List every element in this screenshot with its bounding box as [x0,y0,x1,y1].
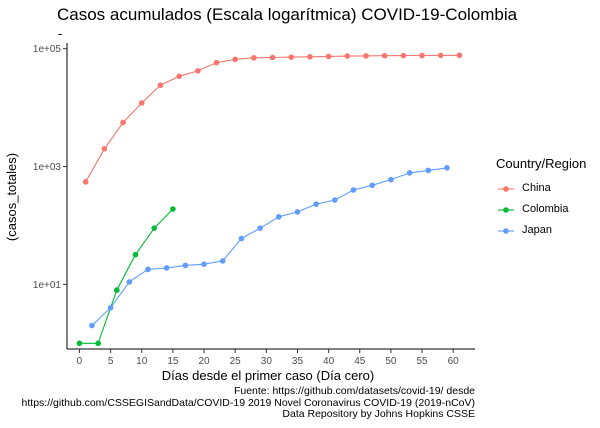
data-point-china [269,54,276,61]
caption-line-2: https://github.com/CSSEGISandData/COVID-… [21,396,475,409]
x-tick-label: 45 [354,356,366,367]
data-point-china [120,119,126,126]
data-point-japan [182,262,189,269]
x-tick-label: 40 [323,356,335,367]
data-point-japan [238,235,245,242]
data-point-japan [332,197,338,203]
data-point-japan [313,201,319,207]
data-point-japan [294,209,301,215]
x-tick-label: 10 [136,356,148,367]
data-point-china [456,52,463,59]
data-point-china [437,52,444,59]
series-line-japan [91,167,448,326]
data-point-colombia [95,340,101,347]
chart-title: Casos acumulados (Escala logarítmica) CO… [57,5,518,24]
caption-line-3: Data Repository by Johns Hopkins CSSE [282,408,475,420]
x-tick-label: 55 [416,356,428,367]
data-point-japan [201,261,207,268]
data-point-japan [406,170,413,176]
x-tick-label: 20 [198,356,210,367]
series-colombia [76,206,176,347]
data-point-china [400,52,407,59]
data-point-japan [350,187,357,193]
data-point-china [344,53,351,59]
data-point-china [176,73,182,80]
data-point-japan [388,176,394,183]
data-point-china [101,146,108,152]
data-point-china [363,53,369,59]
chart-subtitle: - [58,26,63,41]
x-tick-label: 15 [167,356,179,367]
data-point-japan [107,305,114,311]
source-caption: Fuente: https://github.com/datasets/covi… [21,385,475,421]
data-point-china [157,82,164,89]
x-tick-label: 5 [108,356,114,367]
data-point-colombia [132,251,139,258]
data-point-japan [275,214,282,220]
data-point-china [138,100,145,106]
legend-key-colombia [498,207,514,213]
x-axis-label: Días desde el primer caso (Día cero) [162,368,374,383]
data-point-japan [425,167,432,174]
data-point-colombia [170,206,176,212]
data-point-colombia [151,225,158,231]
data-point-japan [219,258,226,264]
data-point-china [195,68,201,74]
x-tick-label: 0 [77,356,83,367]
legend-item-china: China [496,179,586,200]
legend-key-japan [498,228,514,234]
data-point-japan [163,265,170,271]
data-point-japan [369,182,376,189]
series-layer [76,52,463,347]
data-point-china [325,53,332,60]
data-point-japan [145,266,151,273]
x-tick-label: 25 [230,356,242,367]
x-tick-label: 50 [385,356,397,367]
series-japan [89,165,450,329]
legend: Country/Region China Colombia Japan [496,156,586,242]
legend-item-colombia: Colombia [496,200,586,221]
data-point-japan [257,225,263,231]
legend-title: Country/Region [496,156,587,171]
data-point-china [419,52,425,59]
legend-key-point [503,228,509,234]
x-tick-label: 60 [448,356,460,367]
data-point-china [381,52,388,59]
y-tick-label: 1e+03 [33,162,62,173]
series-china [82,52,463,185]
data-point-colombia [114,287,120,293]
data-point-china [232,56,238,63]
legend-item-japan: Japan [496,221,586,242]
data-point-china [307,53,313,60]
legend-items: China Colombia Japan [496,179,586,242]
y-tick-label: 1e+01 [33,280,62,291]
axes: 0 5 10 15 20 25 30 35 40 45 50 55 60 1e+01 1e+03 1e+05 [33,43,475,367]
data-point-china [288,54,295,60]
legend-label-japan: Japan [522,224,552,236]
y-tick-label: 1e+05 [33,44,62,55]
caption-line-1: Fuente: https://github.com/datasets/covi… [233,385,475,397]
data-point-japan [126,279,133,285]
series-line-china [85,54,460,183]
y-axis-label: (casos_totales) [4,153,19,241]
data-point-colombia [76,340,83,347]
data-point-japan [444,165,450,171]
data-point-china [82,179,89,185]
data-point-china [251,55,257,61]
x-tick-label: 35 [292,356,304,367]
data-point-japan [89,322,95,329]
data-point-china [213,59,220,66]
legend-label-china: China [522,182,551,194]
legend-key-china [498,186,514,192]
legend-label-colombia: Colombia [522,203,569,215]
series-line-colombia [79,208,174,344]
legend-key-point [503,186,509,192]
x-tick-label: 30 [261,356,273,367]
legend-key-point [503,207,509,213]
